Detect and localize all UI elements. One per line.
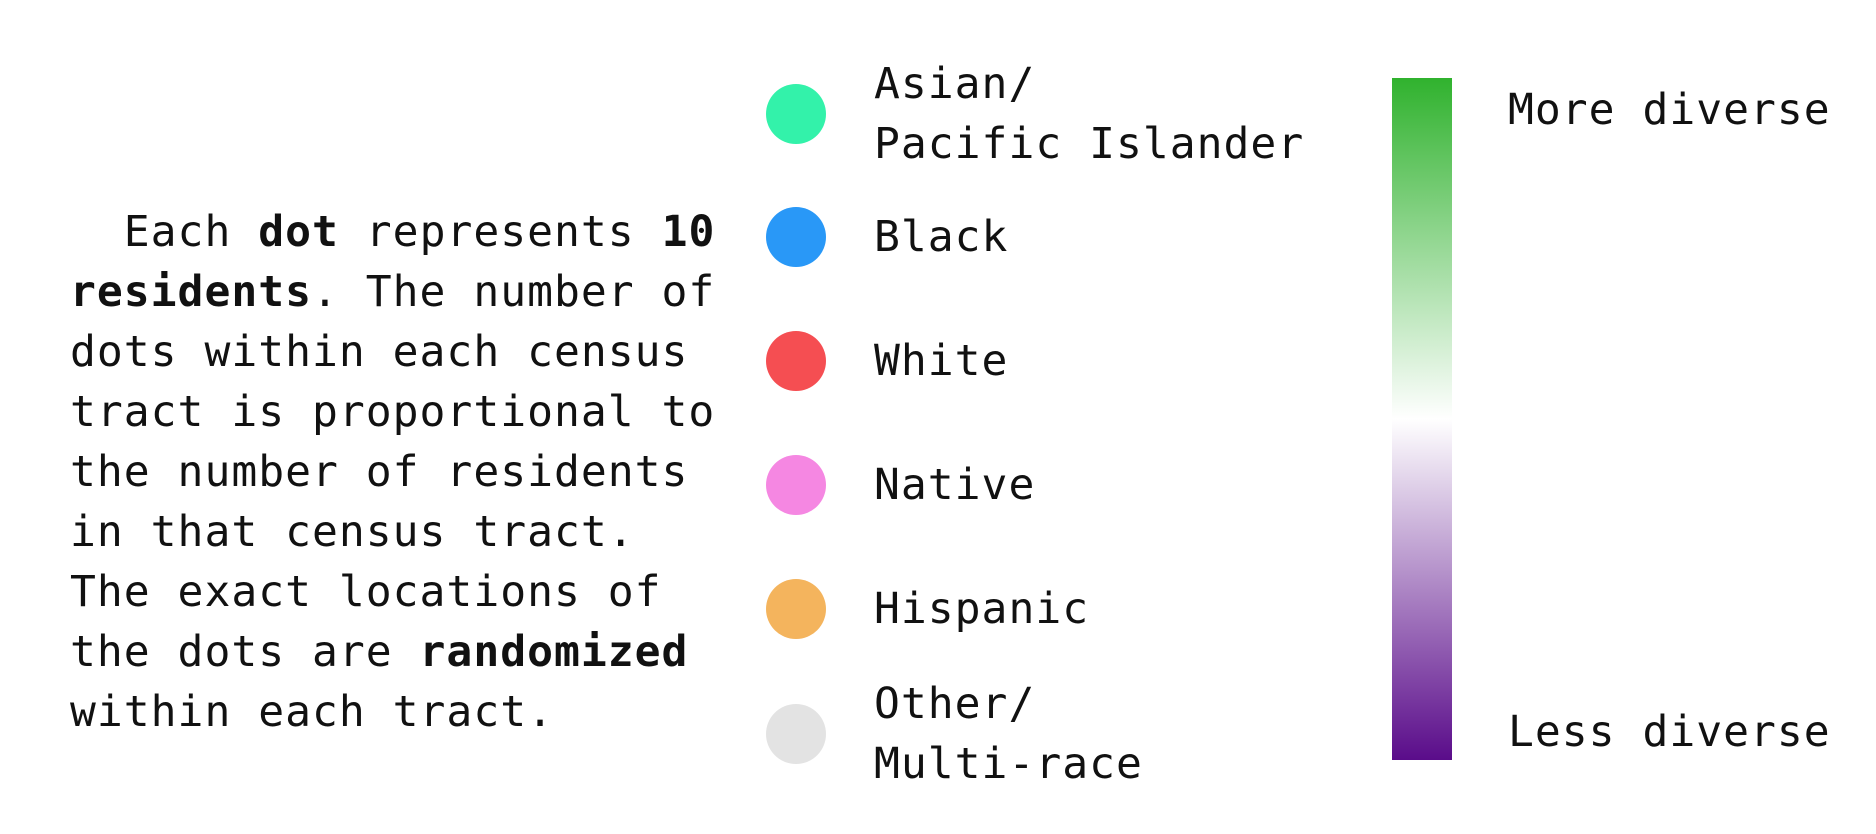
legend-dot-icon	[766, 455, 826, 515]
legend-label: Hispanic	[874, 584, 1090, 634]
legend-item-white: White	[766, 331, 1326, 391]
description-part: . The number of dots within each census …	[70, 267, 743, 677]
legend-label: White	[874, 336, 1009, 386]
legend-dot-icon	[766, 207, 826, 267]
legend-item-black: Black	[766, 207, 1326, 267]
diversity-gradient-bar	[1392, 78, 1452, 760]
legend-label: Asian/ Pacific Islander	[874, 59, 1305, 169]
more-diverse-label: More diverse	[1508, 85, 1831, 135]
legend-label: Other/ Multi-race	[874, 679, 1143, 789]
legend-item-asian-pacific-islander: Asian/ Pacific Islander	[766, 59, 1326, 169]
legend-label: Native	[874, 460, 1036, 510]
description-part: within each tract.	[70, 627, 716, 737]
legend-dot-icon	[766, 579, 826, 639]
description-part: represents	[338, 207, 662, 257]
less-diverse-label: Less diverse	[1508, 707, 1831, 757]
legend-item-native: Native	[766, 455, 1326, 515]
legend-item-other-multi-race: Other/ Multi-race	[766, 679, 1326, 789]
legend-item-hispanic: Hispanic	[766, 579, 1326, 639]
description-text: Each dot represents 10 residents. The nu…	[70, 142, 720, 742]
description-bold-residents: 10 residents	[70, 207, 743, 317]
description-part: Each	[123, 207, 259, 257]
legend-dot-icon	[766, 331, 826, 391]
legend-dot-icon	[766, 704, 826, 764]
legend-dot-icon	[766, 84, 826, 144]
description-bold-dot: dot	[258, 207, 339, 257]
legend-label: Black	[874, 212, 1009, 262]
description-bold-randomized: randomized	[419, 627, 689, 677]
